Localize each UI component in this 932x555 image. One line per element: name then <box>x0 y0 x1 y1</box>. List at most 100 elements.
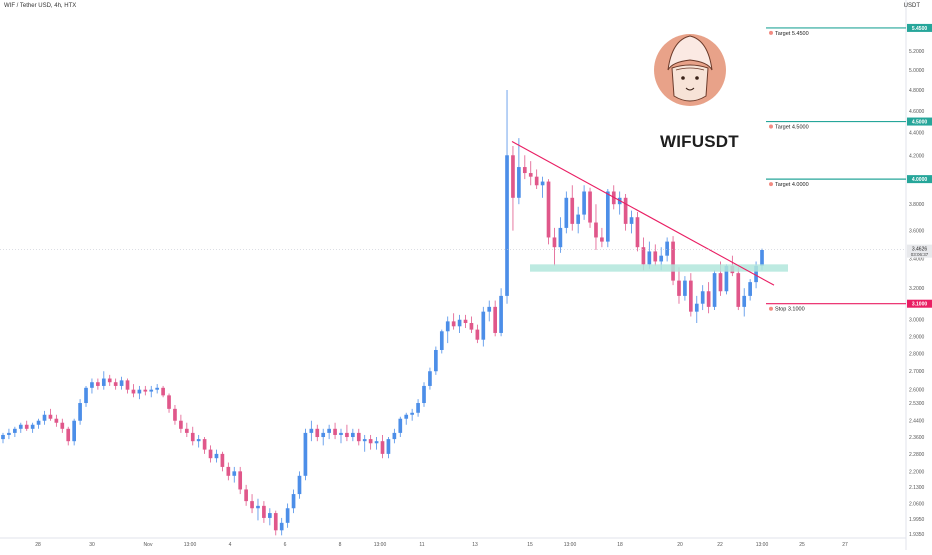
candle-body <box>356 432 361 442</box>
candle-body <box>416 403 420 413</box>
candle-body <box>481 311 486 340</box>
currency-label: USDT <box>903 3 920 9</box>
candle-body <box>24 424 29 429</box>
candle-body <box>582 191 586 215</box>
candle-body <box>511 155 515 198</box>
candle-body <box>712 273 717 307</box>
candle-body <box>232 471 237 476</box>
candle-body <box>487 306 492 312</box>
price-tick-label: 4.6000 <box>909 109 925 115</box>
candle-body <box>167 395 171 409</box>
time-tick-label: 8 <box>339 542 342 548</box>
price-tick-label: 2.4400 <box>909 419 925 425</box>
candle-body <box>475 329 480 340</box>
price-tick-label: 3.4000 <box>909 257 925 263</box>
candle-body <box>428 371 432 386</box>
candle-body <box>267 513 272 518</box>
candle-body <box>184 428 189 433</box>
candle-body <box>392 432 397 440</box>
level-price-tag-text: 4.5000 <box>912 120 928 126</box>
logo-title: WIFUSDT <box>660 132 739 151</box>
candle-body <box>694 303 699 312</box>
candle-body <box>540 181 545 186</box>
candle-body <box>451 321 456 327</box>
candle-body <box>689 280 693 312</box>
logo-eye <box>681 76 685 80</box>
time-tick-label: 13:00 <box>564 542 577 548</box>
level-price-tag-text: 5.4500 <box>912 26 928 32</box>
candle-body <box>505 155 509 296</box>
candle-body <box>333 428 337 435</box>
candle-body <box>208 449 213 459</box>
candle-body <box>469 323 474 330</box>
candle-body <box>570 197 575 224</box>
candle-body <box>321 432 326 438</box>
candle-body <box>635 217 640 248</box>
time-tick-label: 22 <box>717 542 723 548</box>
time-tick-label: 20 <box>677 542 683 548</box>
candle-body <box>179 420 183 429</box>
price-tick-label: 1.9350 <box>909 532 925 538</box>
candle-body <box>600 237 604 242</box>
countdown-timer: 03:06:37 <box>911 252 929 257</box>
time-tick-label: 13 <box>472 542 478 548</box>
candle-body <box>256 505 260 509</box>
candle-body <box>677 280 681 296</box>
candle-body <box>386 439 391 454</box>
time-tick-label: Nov <box>144 542 153 548</box>
candle-body <box>700 291 705 304</box>
candle-body <box>84 387 88 404</box>
time-tick-label: 13:00 <box>374 542 387 548</box>
time-tick-label: 13:00 <box>756 542 769 548</box>
candle-body <box>161 387 165 396</box>
price-tick-label: 2.5300 <box>909 401 925 407</box>
candle-body <box>748 282 752 296</box>
candle-body <box>291 494 296 509</box>
candle-body <box>36 420 41 425</box>
candle-body <box>30 424 35 429</box>
price-axis-panel <box>906 0 932 550</box>
candle-body <box>101 378 106 386</box>
price-tick-label: 5.2000 <box>909 49 925 55</box>
symbol-header: WIF / Tether USD, 4h, HTX <box>4 3 77 9</box>
price-tick-label: 4.2000 <box>909 153 925 159</box>
price-tick-label: 3.6000 <box>909 229 925 235</box>
price-tick-label: 2.2000 <box>909 469 925 475</box>
candle-body <box>42 414 47 421</box>
wif-dog-logo <box>654 34 726 106</box>
candle-body <box>279 522 284 531</box>
logo-hat <box>667 35 713 71</box>
candle-body <box>374 441 379 444</box>
stop-marker-icon <box>769 306 773 311</box>
candle-body <box>517 167 521 198</box>
candle-body <box>445 321 450 332</box>
candle-body <box>641 247 646 265</box>
candle-body <box>190 432 195 442</box>
candle-body <box>244 489 248 502</box>
candle-body <box>303 432 308 476</box>
candle-body <box>706 291 711 307</box>
time-tick-label: 18 <box>617 542 623 548</box>
candle-body <box>327 428 331 433</box>
price-tick-label: 2.9000 <box>909 334 925 340</box>
time-tick-label: 27 <box>842 542 848 548</box>
candle-body <box>736 273 741 307</box>
candle-body <box>718 273 723 292</box>
candle-body <box>439 331 444 350</box>
candle-body <box>238 471 243 490</box>
candle-body <box>90 382 94 388</box>
candle-body <box>315 428 320 438</box>
candle-body <box>564 197 569 228</box>
candle-body <box>226 466 231 476</box>
price-tick-label: 5.0000 <box>909 68 925 74</box>
price-tick-label: 2.3600 <box>909 435 925 441</box>
price-tick-label: 3.8000 <box>909 202 925 208</box>
candle-body <box>629 217 634 224</box>
candle-body <box>623 197 628 224</box>
price-tick-label: 2.0600 <box>909 501 925 507</box>
target-label: Target 5.4500 <box>775 31 809 37</box>
candle-body <box>576 214 581 224</box>
candle-body <box>72 420 76 442</box>
